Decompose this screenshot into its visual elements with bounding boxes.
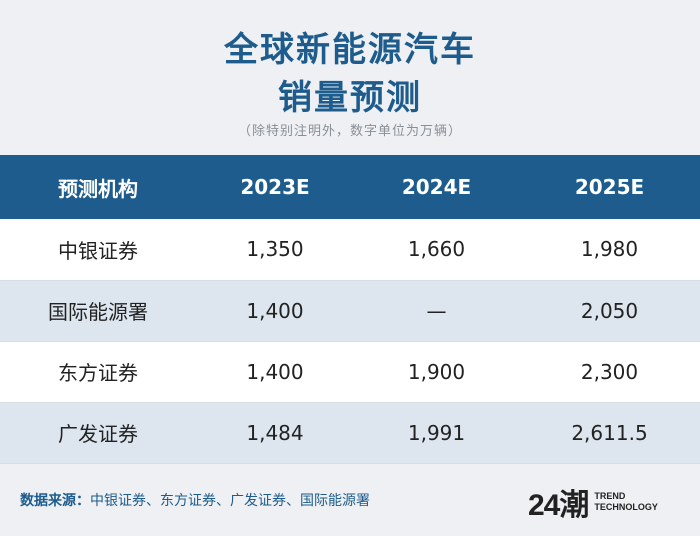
cell-2025e: 2,611.5 <box>519 402 700 464</box>
cell-institution: 广发证券 <box>0 402 196 464</box>
column-header-institution: 预测机构 <box>0 155 196 219</box>
cell-institution: 中银证券 <box>0 219 196 281</box>
cell-2024e: 1,660 <box>354 219 519 281</box>
column-header-2025e: 2025E <box>519 155 700 219</box>
unit-note: （除特别注明外，数字单位为万辆） <box>237 124 462 139</box>
cell-2023e: 1,400 <box>196 341 354 403</box>
cell-2023e: 1,350 <box>196 219 354 281</box>
data-source: 数据来源： 中银证券、东方证券、广发证券、国际能源署 <box>20 482 370 518</box>
cell-2025e: 2,050 <box>519 280 700 342</box>
cell-2024e: 1,900 <box>354 341 519 403</box>
cell-2024e: — <box>354 280 519 342</box>
column-header-2024e: 2024E <box>354 155 519 219</box>
logo-mark: 24潮 <box>528 489 589 522</box>
table-header-row: 预测机构 2023E 2024E 2025E <box>0 155 700 219</box>
cell-2025e: 1,980 <box>519 219 700 281</box>
column-header-2023e: 2023E <box>196 155 354 219</box>
logo-line1: TREND <box>594 491 626 501</box>
table-row: 广发证券 1,484 1,991 2,611.5 <box>0 402 700 464</box>
table-row: 国际能源署 1,400 — 2,050 <box>0 280 700 342</box>
table-row: 东方证券 1,400 1,900 2,300 <box>0 341 700 403</box>
data-source-text: 中银证券、东方证券、广发证券、国际能源署 <box>90 493 370 509</box>
page-title-line2: 销量预测 <box>278 78 422 118</box>
cell-2023e: 1,400 <box>196 280 354 342</box>
forecast-table: 预测机构 2023E 2024E 2025E 中银证券 1,350 1,660 … <box>0 155 700 464</box>
cell-2025e: 2,300 <box>519 341 700 403</box>
data-source-label: 数据来源： <box>20 493 90 509</box>
logo-line2: TECHNOLOGY <box>594 502 658 512</box>
cell-institution: 东方证券 <box>0 341 196 403</box>
logo-wordmark: TREND TECHNOLOGY <box>594 491 658 513</box>
cell-2023e: 1,484 <box>196 402 354 464</box>
table-row: 中银证券 1,350 1,660 1,980 <box>0 219 700 281</box>
brand-logo: 24潮 TREND TECHNOLOGY <box>528 482 658 522</box>
cell-2024e: 1,991 <box>354 402 519 464</box>
page-title-line1: 全球新能源汽车 <box>224 30 476 70</box>
cell-institution: 国际能源署 <box>0 280 196 342</box>
